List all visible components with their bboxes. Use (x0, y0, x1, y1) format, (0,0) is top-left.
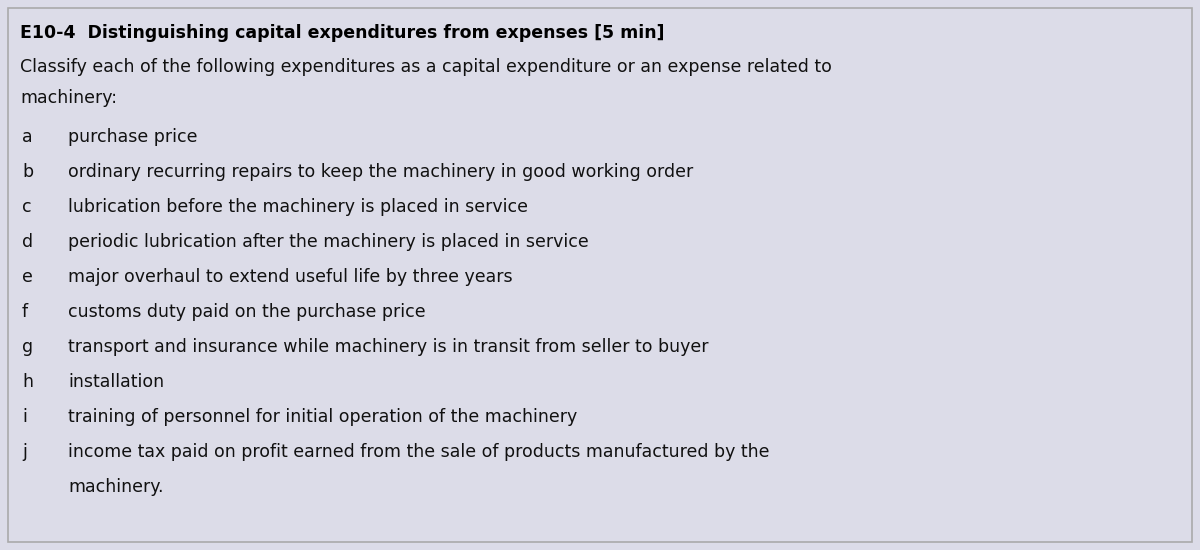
Text: machinery.: machinery. (68, 478, 163, 496)
Text: e: e (22, 268, 32, 286)
Text: lubrication before the machinery is placed in service: lubrication before the machinery is plac… (68, 198, 528, 216)
Text: purchase price: purchase price (68, 128, 198, 146)
Text: periodic lubrication after the machinery is placed in service: periodic lubrication after the machinery… (68, 233, 589, 251)
FancyBboxPatch shape (8, 8, 1192, 542)
Text: f: f (22, 303, 28, 321)
Text: income tax paid on profit earned from the sale of products manufactured by the: income tax paid on profit earned from th… (68, 443, 769, 461)
Text: machinery:: machinery: (20, 89, 118, 107)
Text: customs duty paid on the purchase price: customs duty paid on the purchase price (68, 303, 426, 321)
Text: installation: installation (68, 373, 164, 391)
Text: g: g (22, 338, 34, 356)
Text: transport and insurance while machinery is in transit from seller to buyer: transport and insurance while machinery … (68, 338, 708, 356)
Text: d: d (22, 233, 34, 251)
Text: j: j (22, 443, 26, 461)
Text: b: b (22, 163, 34, 181)
Text: E10-4  Distinguishing capital expenditures from expenses [5 min]: E10-4 Distinguishing capital expenditure… (20, 24, 665, 42)
Text: training of personnel for initial operation of the machinery: training of personnel for initial operat… (68, 408, 577, 426)
Text: a: a (22, 128, 32, 146)
Text: ordinary recurring repairs to keep the machinery in good working order: ordinary recurring repairs to keep the m… (68, 163, 694, 181)
Text: h: h (22, 373, 34, 391)
Text: i: i (22, 408, 26, 426)
Text: Classify each of the following expenditures as a capital expenditure or an expen: Classify each of the following expenditu… (20, 58, 832, 76)
Text: c: c (22, 198, 31, 216)
Text: major overhaul to extend useful life by three years: major overhaul to extend useful life by … (68, 268, 512, 286)
